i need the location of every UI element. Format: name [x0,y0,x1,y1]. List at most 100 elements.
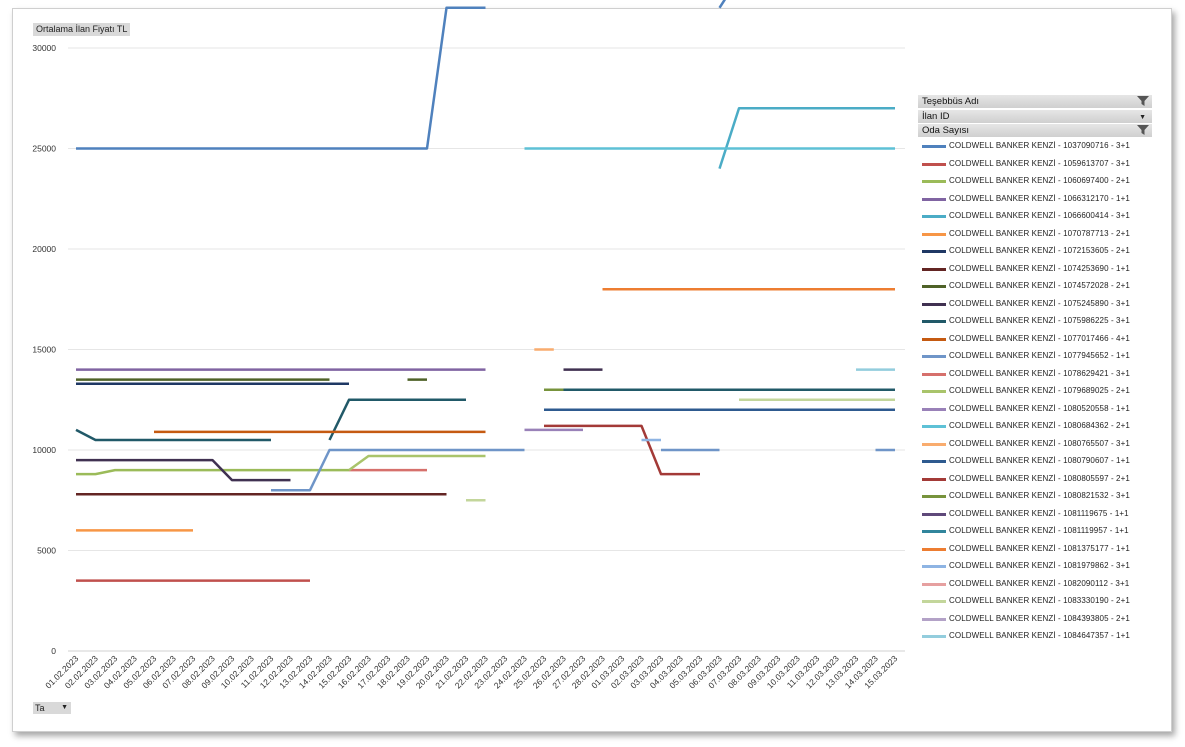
legend-swatch [922,337,946,341]
legend-swatch [922,547,946,551]
value-field-button[interactable]: Ortalama İlan Fiyatı TL [33,23,131,36]
legend-label: COLDWELL BANKER KENZİ - 1077017466 - 4+1 [949,333,1130,343]
legend-label: COLDWELL BANKER KENZİ - 1080765507 - 3+1 [949,438,1130,448]
series-line-1[interactable] [76,6,486,150]
legend-swatch [922,162,946,166]
legend-item[interactable]: COLDWELL BANKER KENZİ - 1084393805 - 2+1 [920,611,1160,629]
legend-swatch [922,477,946,481]
filter-tesebbus-adi[interactable]: Teşebbüs Adı [918,95,1152,108]
series-line-15[interactable] [348,454,486,472]
series-line-13[interactable] [271,448,525,492]
legend-item[interactable]: COLDWELL BANKER KENZİ - 1080684362 - 2+1 [920,418,1160,436]
series-line-11[interactable] [328,398,467,441]
legend-label: COLDWELL BANKER KENZİ - 1072153605 - 2+1 [949,246,1130,256]
legend-item[interactable]: COLDWELL BANKER KENZİ - 1059613707 - 3+1 [920,156,1160,174]
legend-item[interactable]: COLDWELL BANKER KENZİ - 1080520558 - 1+1 [920,401,1160,419]
series-line-3[interactable] [76,468,349,476]
legend-item[interactable]: COLDWELL BANKER KENZİ - 1084647357 - 1+1 [920,628,1160,646]
legend-label: COLDWELL BANKER KENZİ - 1066312170 - 1+1 [949,193,1130,203]
legend-item[interactable]: COLDWELL BANKER KENZİ - 1083330190 - 2+1 [920,593,1160,611]
legend-item[interactable]: COLDWELL BANKER KENZİ - 1079689025 - 2+1 [920,383,1160,401]
legend-label: COLDWELL BANKER KENZİ - 1080790607 - 1+1 [949,456,1130,466]
legend-item[interactable]: COLDWELL BANKER KENZİ - 1080790607 - 1+1 [920,453,1160,471]
legend-item[interactable]: COLDWELL BANKER KENZİ - 1080821532 - 3+1 [920,488,1160,506]
y-tick-label: 15000 [32,345,56,355]
legend-label: COLDWELL BANKER KENZİ - 1078629421 - 3+1 [949,368,1130,378]
legend-swatch [922,617,946,621]
series-line-5[interactable] [718,107,896,169]
legend-swatch [922,565,946,569]
legend-label: COLDWELL BANKER KENZİ - 1066600414 - 3+1 [949,211,1130,221]
legend-item[interactable]: COLDWELL BANKER KENZİ - 1060697400 - 2+1 [920,173,1160,191]
legend-label: COLDWELL BANKER KENZİ - 1037090716 - 3+1 [949,141,1130,150]
series-line-20[interactable] [544,424,700,476]
filter-ilan-id[interactable]: İlan ID ▼ [918,110,1152,123]
legend-swatch [922,320,946,324]
filter-funnel-icon [1137,125,1149,135]
axis-field-button[interactable]: Ta ▼ [33,702,71,714]
legend-label: COLDWELL BANKER KENZİ - 1084393805 - 2+1 [949,613,1130,623]
legend-item[interactable]: COLDWELL BANKER KENZİ - 1066600414 - 3+1 [920,208,1160,226]
legend-item[interactable]: COLDWELL BANKER KENZİ - 1080765507 - 3+1 [920,436,1160,454]
legend-label: COLDWELL BANKER KENZİ - 1074253690 - 1+1 [949,263,1130,273]
legend-item[interactable]: COLDWELL BANKER KENZİ - 1075986225 - 3+1 [920,313,1160,331]
axis-field-label: Ta [35,703,45,713]
legend-item[interactable]: COLDWELL BANKER KENZİ - 1081979862 - 3+1 [920,558,1160,576]
legend-item[interactable]: COLDWELL BANKER KENZİ - 1080805597 - 2+1 [920,471,1160,489]
legend-swatch [922,582,946,586]
legend-swatch [922,145,946,148]
legend-swatch [922,355,946,359]
legend-item[interactable]: COLDWELL BANKER KENZİ - 1081119957 - 1+1 [920,523,1160,541]
legend: COLDWELL BANKER KENZİ - 1037090716 - 3+1… [920,138,1160,646]
legend-label: COLDWELL BANKER KENZİ - 1075986225 - 3+1 [949,316,1130,326]
legend-swatch [922,197,946,201]
legend-label: COLDWELL BANKER KENZİ - 1060697400 - 2+1 [949,176,1130,186]
legend-swatch [922,442,946,446]
y-tick-label: 25000 [32,144,56,154]
legend-swatch [922,372,946,376]
legend-item[interactable]: COLDWELL BANKER KENZİ - 1078629421 - 3+1 [920,366,1160,384]
y-tick-label: 20000 [32,244,56,254]
series-line-11[interactable] [75,428,271,442]
legend-swatch [922,285,946,289]
filter-funnel-icon [1137,96,1149,106]
legend-item[interactable]: COLDWELL BANKER KENZİ - 1037090716 - 3+1 [920,138,1160,156]
legend-swatch [922,215,946,219]
legend-item[interactable]: COLDWELL BANKER KENZİ - 1072153605 - 2+1 [920,243,1160,261]
gridlines [68,47,905,652]
legend-item[interactable]: COLDWELL BANKER KENZİ - 1074572028 - 2+1 [920,278,1160,296]
legend-item[interactable]: COLDWELL BANKER KENZİ - 1075245890 - 3+1 [920,296,1160,314]
legend-swatch [922,530,946,534]
legend-label: COLDWELL BANKER KENZİ - 1080805597 - 2+1 [949,473,1130,483]
legend-swatch [922,390,946,394]
series-line-1[interactable] [718,0,896,9]
legend-label: COLDWELL BANKER KENZİ - 1081119675 - 1+1 [949,508,1129,518]
legend-swatch [922,600,946,604]
filter-oda-sayisi[interactable]: Oda Sayısı [918,124,1152,137]
legend-item[interactable]: COLDWELL BANKER KENZİ - 1082090112 - 3+1 [920,576,1160,594]
legend-swatch [922,180,946,184]
legend-label: COLDWELL BANKER KENZİ - 1084647357 - 1+1 [949,631,1130,641]
legend-label: COLDWELL BANKER KENZİ - 1081979862 - 3+1 [949,561,1130,571]
legend-item[interactable]: COLDWELL BANKER KENZİ - 1077017466 - 4+1 [920,331,1160,349]
legend-item[interactable]: COLDWELL BANKER KENZİ - 1081375177 - 1+1 [920,541,1160,559]
y-tick-label: 30000 [32,43,56,53]
filter-label: Teşebbüs Adı [922,96,980,107]
legend-swatch [922,495,946,499]
legend-swatch [922,232,946,236]
legend-swatch [922,267,946,271]
series-line-10[interactable] [76,458,291,482]
legend-swatch [922,512,946,516]
legend-label: COLDWELL BANKER KENZİ - 1080684362 - 2+1 [949,421,1130,431]
legend-item[interactable]: COLDWELL BANKER KENZİ - 1066312170 - 1+1 [920,191,1160,209]
legend-label: COLDWELL BANKER KENZİ - 1081119957 - 1+1 [949,526,1129,536]
legend-item[interactable]: COLDWELL BANKER KENZİ - 1074253690 - 1+1 [920,261,1160,279]
legend-item[interactable]: COLDWELL BANKER KENZİ - 1077945652 - 1+1 [920,348,1160,366]
legend-swatch [922,302,946,306]
legend-item[interactable]: COLDWELL BANKER KENZİ - 1081119675 - 1+1 [920,506,1160,524]
series-lines [75,0,896,582]
legend-swatch [922,250,946,254]
legend-item[interactable]: COLDWELL BANKER KENZİ - 1070787713 - 2+1 [920,226,1160,244]
x-axis-ticks: 01.02.202302.02.202303.02.202304.02.2023… [43,653,899,690]
